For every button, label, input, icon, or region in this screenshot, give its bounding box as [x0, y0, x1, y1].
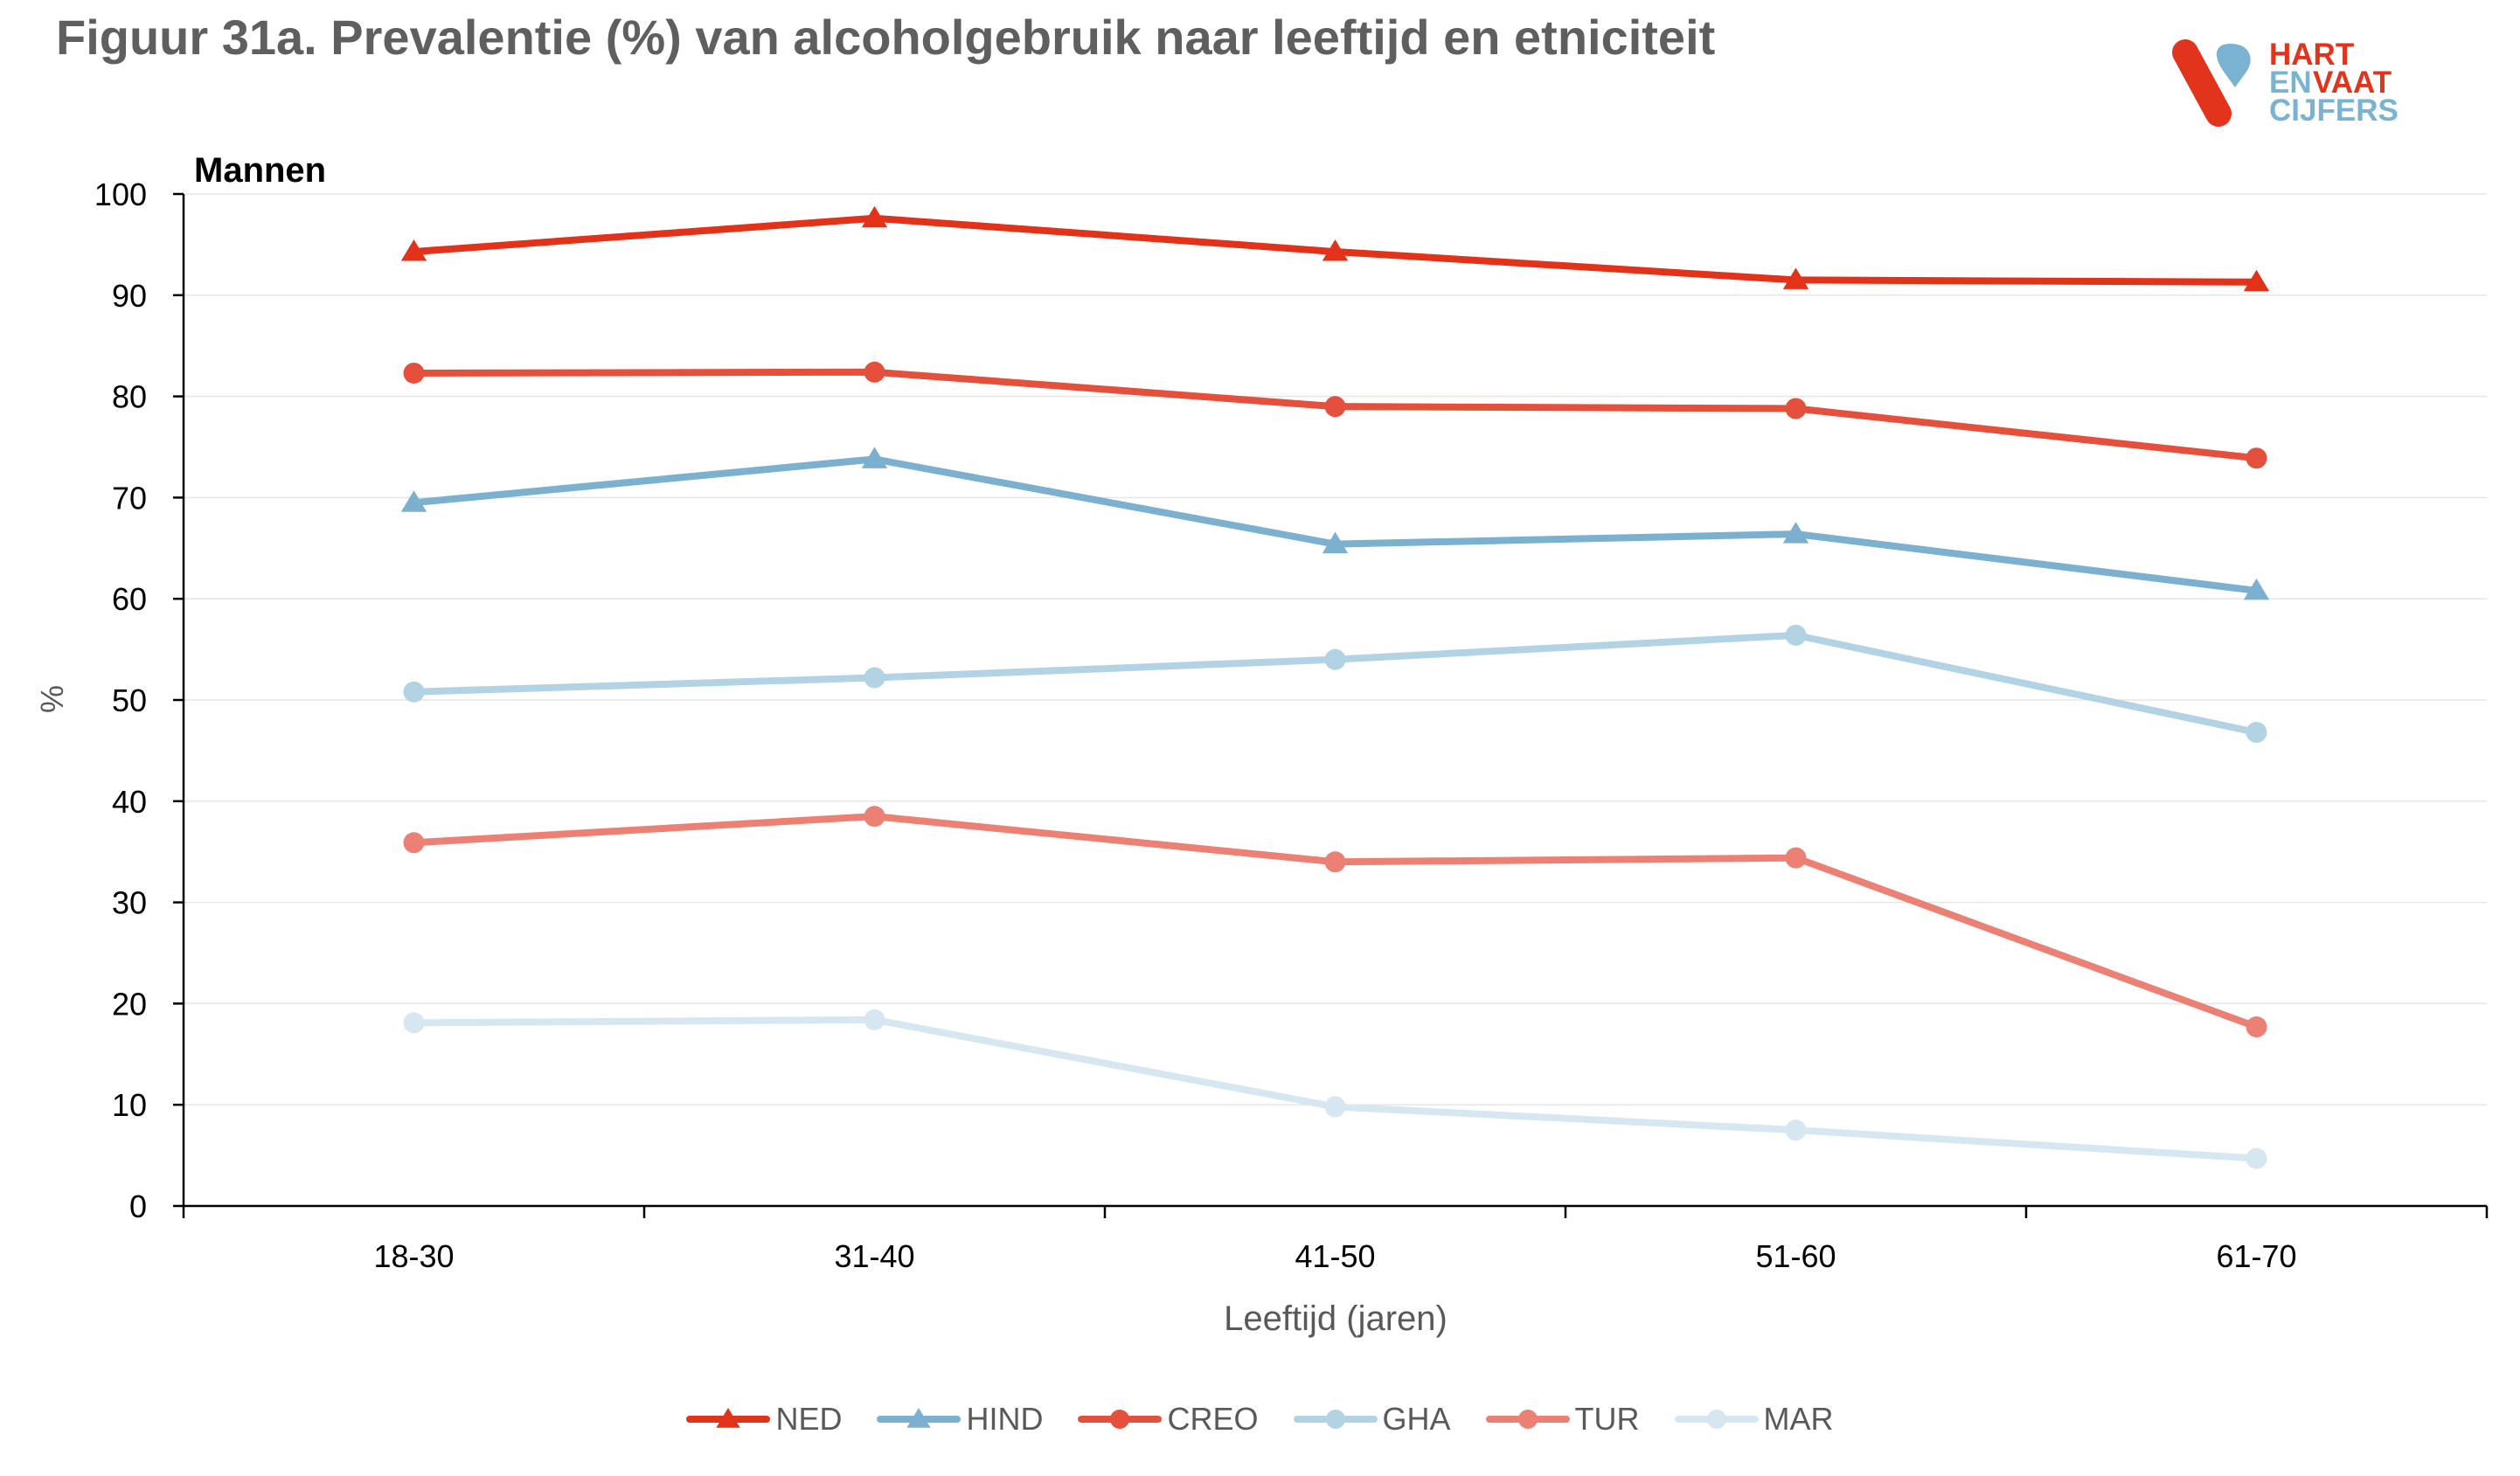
data-point: [2243, 578, 2270, 600]
series-mar: [403, 1008, 2267, 1169]
data-point: [1110, 1410, 1130, 1429]
data-point: [2243, 269, 2270, 292]
series-ned: [400, 205, 2270, 292]
legend-item-hind: HIND: [877, 1401, 1043, 1438]
data-point: [1324, 851, 1346, 873]
y-tick-label: 30: [112, 885, 147, 921]
x-tick-label: 18-30: [373, 1238, 454, 1274]
data-point: [400, 490, 427, 512]
y-tick-label: 90: [112, 278, 147, 314]
legend-swatch: [1485, 1410, 1570, 1429]
legend-swatch: [686, 1408, 771, 1428]
legend-label: TUR: [1574, 1401, 1640, 1437]
series-line: [410, 813, 2260, 1031]
data-point: [864, 361, 885, 383]
series-line: [410, 455, 2260, 594]
series-hind: [400, 447, 2270, 600]
x-tick-label: 31-40: [834, 1238, 914, 1274]
logo-heart-icon: [2172, 39, 2251, 127]
y-tick-label: 80: [112, 379, 147, 415]
data-point: [2246, 722, 2267, 744]
legend-label: HIND: [966, 1401, 1044, 1437]
data-point: [716, 1408, 741, 1428]
data-point: [2246, 1147, 2267, 1169]
series-gha: [403, 624, 2267, 744]
legend-item-gha: GHA: [1293, 1401, 1451, 1438]
data-point: [861, 205, 888, 228]
data-point: [403, 681, 425, 703]
series-tur: [403, 806, 2267, 1038]
data-point: [906, 1408, 932, 1428]
logo-text-hart: HART: [2269, 38, 2354, 72]
data-point: [861, 447, 888, 468]
legend-label: MAR: [1763, 1401, 1834, 1437]
data-point: [1782, 522, 1809, 544]
data-point: [1325, 1410, 1345, 1429]
legend-swatch: [1674, 1410, 1759, 1429]
legend-swatch: [1078, 1410, 1163, 1429]
grid-lines: [184, 193, 2487, 1105]
y-axis-label: %: [34, 685, 70, 713]
data-point: [864, 667, 885, 689]
y-tick-label: 70: [112, 480, 147, 516]
legend-item-mar: MAR: [1674, 1401, 1834, 1438]
logo-text-cijfers: CIJFERS: [2269, 94, 2399, 128]
series-line: [410, 1015, 2260, 1162]
data-point: [1785, 1119, 1807, 1141]
data-point: [1782, 267, 1809, 289]
x-axis-label: Leeftijd (jaren): [1224, 1299, 1447, 1338]
tick-labels: 0 10 20 30 40 50 60 70 80 90 100 18-30 31-40 41-50 51-…: [94, 177, 2297, 1274]
y-tick-label: 10: [112, 1087, 147, 1123]
data-point: [1324, 648, 1346, 670]
y-tick-label: 50: [112, 683, 147, 718]
series-creo: [403, 361, 2267, 469]
data-point: [1706, 1410, 1726, 1429]
data-point: [864, 806, 885, 828]
data-point: [2246, 447, 2267, 469]
chart-legend: NED HIND CREO GHA TUR MAR: [0, 1401, 2520, 1438]
data-point: [403, 362, 425, 384]
logo-text-vaat: VAAT: [2313, 66, 2392, 100]
chart-subtitle: Mannen: [194, 151, 326, 190]
line-chart: 0 10 20 30 40 50 60 70 80 90 100 18-30 31-40 41-50 51-…: [34, 151, 2489, 1338]
y-tick-label: 100: [94, 177, 147, 212]
legend-label: GHA: [1382, 1401, 1451, 1437]
legend-item-creo: CREO: [1078, 1401, 1259, 1438]
data-point: [400, 239, 427, 261]
data-point: [864, 1008, 885, 1030]
figure-title: Figuur 31a. Prevalentie (%) van alcoholg…: [56, 10, 1716, 65]
y-tick-label: 20: [112, 986, 147, 1022]
data-point: [1324, 1096, 1346, 1118]
data-point: [2246, 1016, 2267, 1038]
data-series: [400, 205, 2270, 1169]
legend-label: CREO: [1167, 1401, 1259, 1437]
data-point: [403, 1012, 425, 1034]
legend-label: NED: [775, 1401, 843, 1437]
hart-en-vaat-cijfers-logo: HART EN VAAT CIJFERS: [2172, 38, 2399, 128]
legend-item-ned: NED: [686, 1401, 842, 1438]
axes: [173, 192, 2489, 1218]
y-tick-label: 0: [129, 1188, 147, 1224]
legend-swatch: [1293, 1410, 1378, 1429]
data-point: [1322, 239, 1349, 261]
data-point: [1785, 624, 1807, 646]
legend-swatch: [877, 1408, 961, 1428]
data-point: [1324, 396, 1346, 418]
data-point: [1785, 398, 1807, 419]
data-point: [1322, 531, 1349, 554]
x-tick-label: 51-60: [1755, 1238, 1836, 1274]
y-tick-label: 60: [112, 581, 147, 617]
x-tick-label: 41-50: [1295, 1238, 1375, 1274]
x-tick-label: 61-70: [2216, 1238, 2296, 1274]
data-point: [1517, 1410, 1538, 1429]
legend-item-tur: TUR: [1485, 1401, 1640, 1438]
data-point: [403, 832, 425, 854]
data-point: [1785, 847, 1807, 869]
logo-text-en: EN: [2269, 66, 2312, 100]
y-tick-label: 40: [112, 784, 147, 820]
